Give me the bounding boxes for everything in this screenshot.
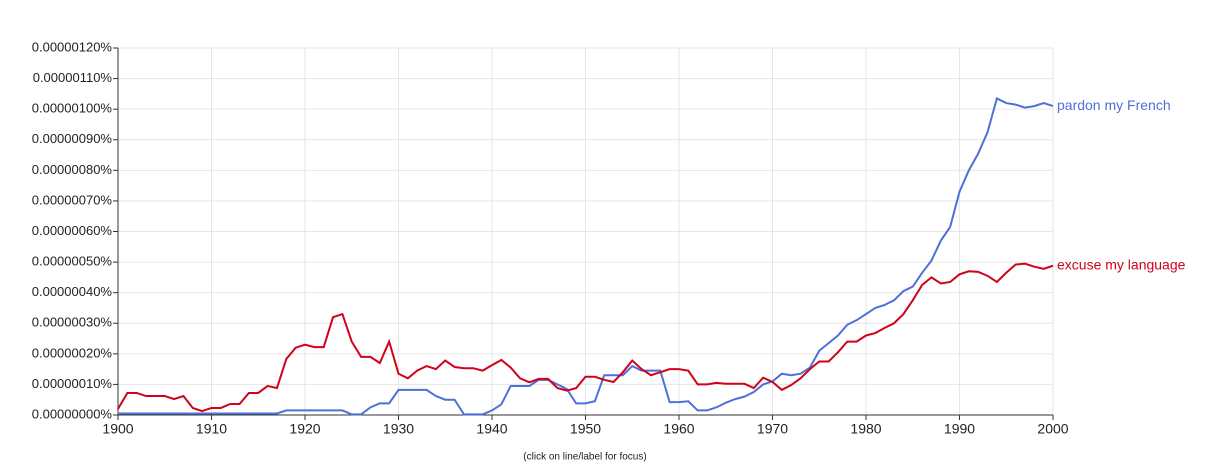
y-tick-label: 0.00000060% bbox=[32, 223, 113, 238]
series-label[interactable]: excuse my language bbox=[1057, 256, 1186, 272]
y-tick-label: 0.00000040% bbox=[32, 284, 113, 299]
y-tick-label: 0.00000080% bbox=[32, 162, 113, 177]
x-tick-label: 1980 bbox=[850, 421, 881, 437]
x-tick-label: 1910 bbox=[196, 421, 227, 437]
x-tick-label: 1960 bbox=[663, 421, 694, 437]
x-tick-label: 1990 bbox=[944, 421, 975, 437]
x-tick-label: 2000 bbox=[1037, 421, 1068, 437]
x-tick-label: 1930 bbox=[383, 421, 414, 437]
series-line[interactable] bbox=[118, 97, 1054, 416]
y-tick-label: 0.00000030% bbox=[32, 315, 113, 330]
y-tick-label: 0.00000000% bbox=[32, 406, 113, 421]
y-tick-label: 0.00000110% bbox=[33, 70, 113, 85]
x-tick-label: 1920 bbox=[289, 421, 320, 437]
y-tick-label: 0.00000020% bbox=[32, 345, 113, 360]
y-tick-label: 0.00000100% bbox=[32, 101, 113, 116]
y-tick-label: 0.00000120% bbox=[32, 39, 113, 54]
y-tick-label: 0.00000070% bbox=[32, 192, 113, 207]
series-line[interactable] bbox=[117, 262, 1054, 413]
y-tick-label: 0.00000090% bbox=[32, 131, 113, 146]
y-tick-label: 0.00000050% bbox=[32, 254, 113, 269]
x-tick-label: 1940 bbox=[476, 421, 507, 437]
x-tick-label: 1900 bbox=[102, 421, 133, 437]
series-label[interactable]: pardon my French bbox=[1057, 97, 1171, 113]
caption: (click on line/label for focus) bbox=[523, 452, 646, 463]
y-tick-label: 0.00000010% bbox=[32, 376, 113, 391]
x-tick-label: 1950 bbox=[570, 421, 601, 437]
x-tick-label: 1970 bbox=[757, 421, 788, 437]
